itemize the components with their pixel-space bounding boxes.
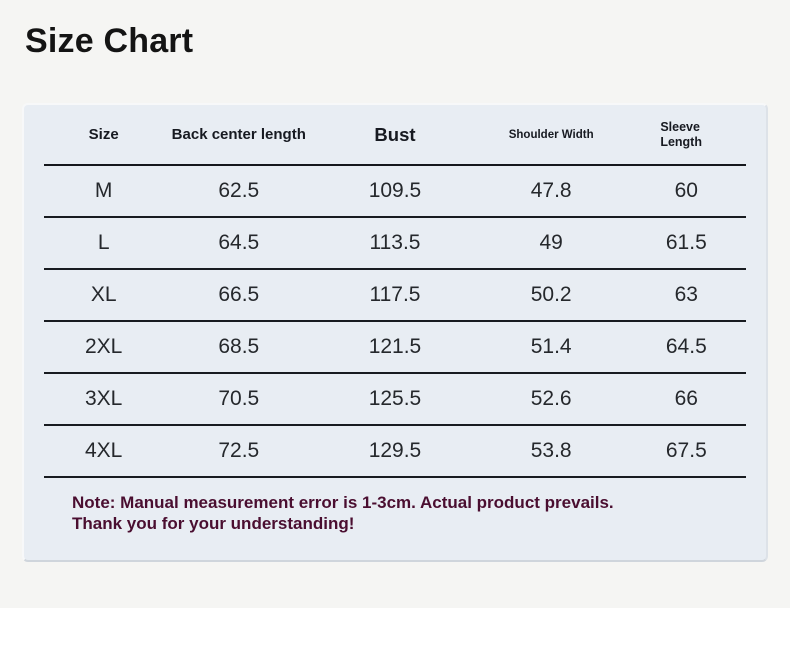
measurement-cell: 52.6 xyxy=(475,373,627,426)
measurement-cell: 51.4 xyxy=(475,321,627,374)
measurement-cell: 64.5 xyxy=(163,217,315,270)
size-cell: 2XL xyxy=(44,321,164,374)
table-row: 4XL 72.5 129.5 53.8 67.5 xyxy=(44,425,746,478)
measurement-cell: 64.5 xyxy=(626,321,746,374)
measurement-cell: 121.5 xyxy=(314,321,476,374)
measurement-cell: 62.5 xyxy=(163,165,315,218)
table-row: L 64.5 113.5 49 61.5 xyxy=(44,217,746,270)
page-title: Size Chart xyxy=(25,22,194,60)
size-cell: 3XL xyxy=(44,373,164,426)
measurement-cell: 60 xyxy=(626,165,746,218)
size-cell: L xyxy=(44,217,164,270)
measurement-note: Note: Manual measurement error is 1-3cm.… xyxy=(44,493,746,534)
measurement-cell: 72.5 xyxy=(163,425,315,478)
measurement-cell: 117.5 xyxy=(314,269,476,322)
measurement-cell: 113.5 xyxy=(314,217,476,270)
measurement-cell: 50.2 xyxy=(475,269,627,322)
size-table-header: Size Back center length Bust Shoulder Width… xyxy=(44,105,746,166)
column-header-back-center-length: Back center length xyxy=(163,105,315,166)
note-line-2: Thank you for your understanding! xyxy=(72,513,355,533)
column-header-sleeve-length: Sleeve Length xyxy=(626,105,746,166)
measurement-cell: 63 xyxy=(626,269,746,322)
measurement-cell: 68.5 xyxy=(163,321,315,374)
measurement-cell: 129.5 xyxy=(314,425,476,478)
measurement-cell: 61.5 xyxy=(626,217,746,270)
measurement-cell: 125.5 xyxy=(314,373,476,426)
header-row: Size Back center length Bust Shoulder Width… xyxy=(44,105,746,166)
note-line-1: Note: Manual measurement error is 1-3cm.… xyxy=(72,493,614,512)
size-chart-section: Size Chart Size Back center length Bust Sho… xyxy=(0,0,790,608)
column-header-label: Sleeve Length xyxy=(660,119,702,149)
size-cell: XL xyxy=(44,269,164,322)
measurement-cell: 109.5 xyxy=(314,165,476,218)
measurement-cell: 49 xyxy=(475,217,627,270)
measurement-cell: 67.5 xyxy=(626,425,746,478)
size-table-body: M 62.5 109.5 47.8 60 L 64.5 113.5 49 61.5 XL 66.5 11… xyxy=(44,165,746,478)
table-row: XL 66.5 117.5 50.2 63 xyxy=(44,269,746,322)
bottom-white-area xyxy=(0,608,790,669)
size-table: Size Back center length Bust Shoulder Width… xyxy=(44,105,746,478)
measurement-cell: 53.8 xyxy=(475,425,627,478)
measurement-cell: 47.8 xyxy=(475,165,627,218)
size-chart-panel: Size Back center length Bust Shoulder Width… xyxy=(22,103,768,562)
column-header-bust: Bust xyxy=(314,105,476,166)
measurement-cell: 66.5 xyxy=(163,269,315,322)
column-header-size: Size xyxy=(44,105,164,166)
table-row: M 62.5 109.5 47.8 60 xyxy=(44,165,746,218)
column-header-shoulder-width: Shoulder Width xyxy=(475,105,627,166)
size-cell: M xyxy=(44,165,164,218)
measurement-cell: 66 xyxy=(626,373,746,426)
measurement-cell: 70.5 xyxy=(163,373,315,426)
table-row: 3XL 70.5 125.5 52.6 66 xyxy=(44,373,746,426)
table-row: 2XL 68.5 121.5 51.4 64.5 xyxy=(44,321,746,374)
size-cell: 4XL xyxy=(44,425,164,478)
